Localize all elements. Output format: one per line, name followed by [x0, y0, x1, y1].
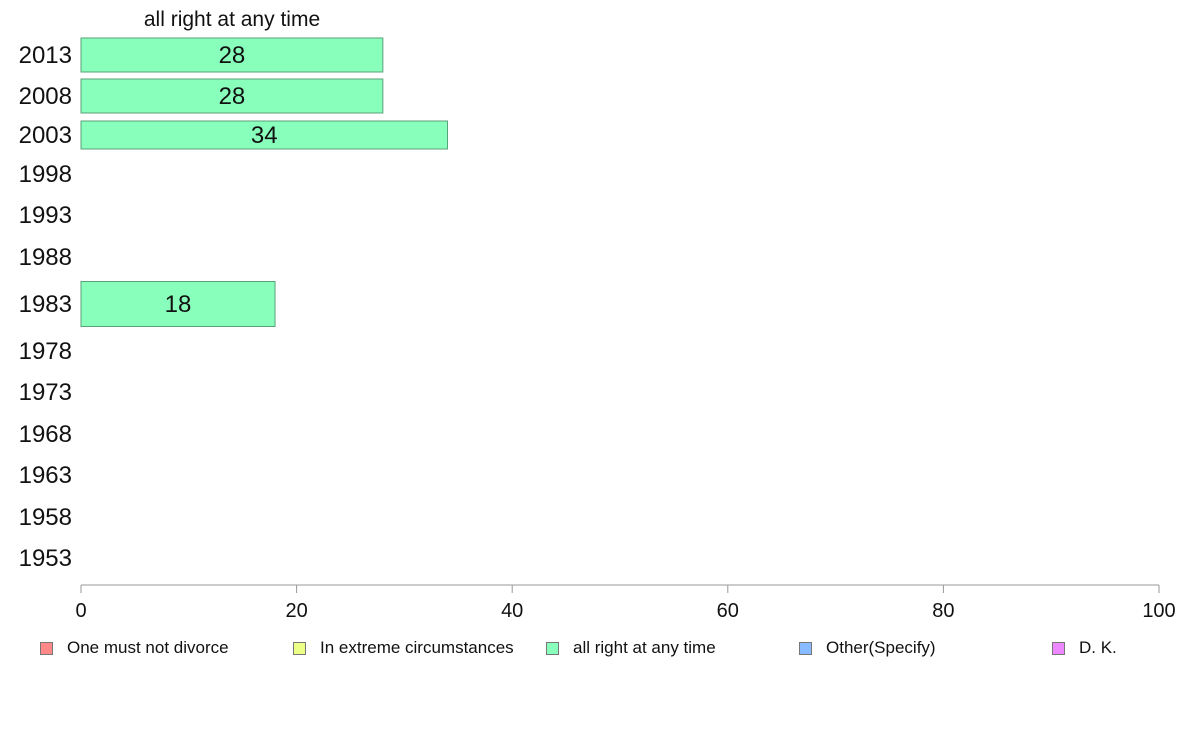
bar-1983: [80, 281, 276, 327]
category-label: 1978: [19, 338, 72, 365]
legend-label: In extreme circumstances: [320, 638, 514, 657]
category-label: 1973: [19, 379, 72, 406]
rows: 2013 28 2008 28 2003 34 1998 1993 1988 1983 18 1978…: [19, 37, 449, 572]
legend-swatch: [546, 641, 559, 655]
data-label-2003: 34: [251, 122, 278, 149]
legend-swatch: [799, 641, 812, 655]
x-tick-label: 100: [1142, 600, 1175, 622]
bar-2003: [80, 120, 449, 150]
bar-2013: [80, 37, 384, 73]
category-label: 2008: [19, 83, 72, 110]
data-label-2013: 28: [219, 42, 246, 69]
category-label: 2003: [19, 122, 72, 149]
category-label: 1993: [19, 202, 72, 229]
category-label: 1953: [19, 545, 72, 572]
legend: One must not divorce In extreme circumst…: [0, 638, 1188, 662]
category-label: 2013: [19, 42, 72, 69]
x-tick-label: 60: [717, 600, 739, 622]
legend-label: Other(Specify): [826, 638, 936, 657]
legend-swatch: [1052, 641, 1065, 655]
x-tick-label: 20: [285, 600, 307, 622]
x-tick-label: 0: [75, 600, 86, 622]
category-label: 1988: [19, 244, 72, 271]
legend-label: all right at any time: [573, 638, 716, 657]
x-axis: 0 20 40 60 80 100: [75, 584, 1176, 622]
series-header: all right at any time: [144, 8, 320, 31]
category-label: 1958: [19, 504, 72, 531]
category-label: 1963: [19, 462, 72, 489]
bar-chart: all right at any time 2013 28 2008 28 2003 34…: [19, 8, 1176, 622]
legend-item-one-must-not-divorce: One must not divorce: [40, 638, 229, 658]
category-label: 1968: [19, 421, 72, 448]
legend-swatch: [293, 641, 306, 655]
x-tick-label: 40: [501, 600, 523, 622]
category-label: 1983: [19, 291, 72, 318]
legend-item-all-right-at-any-time: all right at any time: [546, 638, 716, 658]
x-tick-label: 80: [932, 600, 954, 622]
bar-2008: [80, 78, 384, 114]
legend-label: D. K.: [1079, 638, 1117, 657]
legend-item-other-specify: Other(Specify): [799, 638, 936, 658]
legend-item-in-extreme-circumstances: In extreme circumstances: [293, 638, 514, 658]
data-label-2008: 28: [219, 83, 246, 110]
legend-label: One must not divorce: [67, 638, 229, 657]
category-label: 1998: [19, 161, 72, 188]
legend-swatch: [40, 641, 53, 655]
data-label-1983: 18: [165, 291, 192, 318]
legend-item-dk: D. K.: [1052, 638, 1117, 658]
